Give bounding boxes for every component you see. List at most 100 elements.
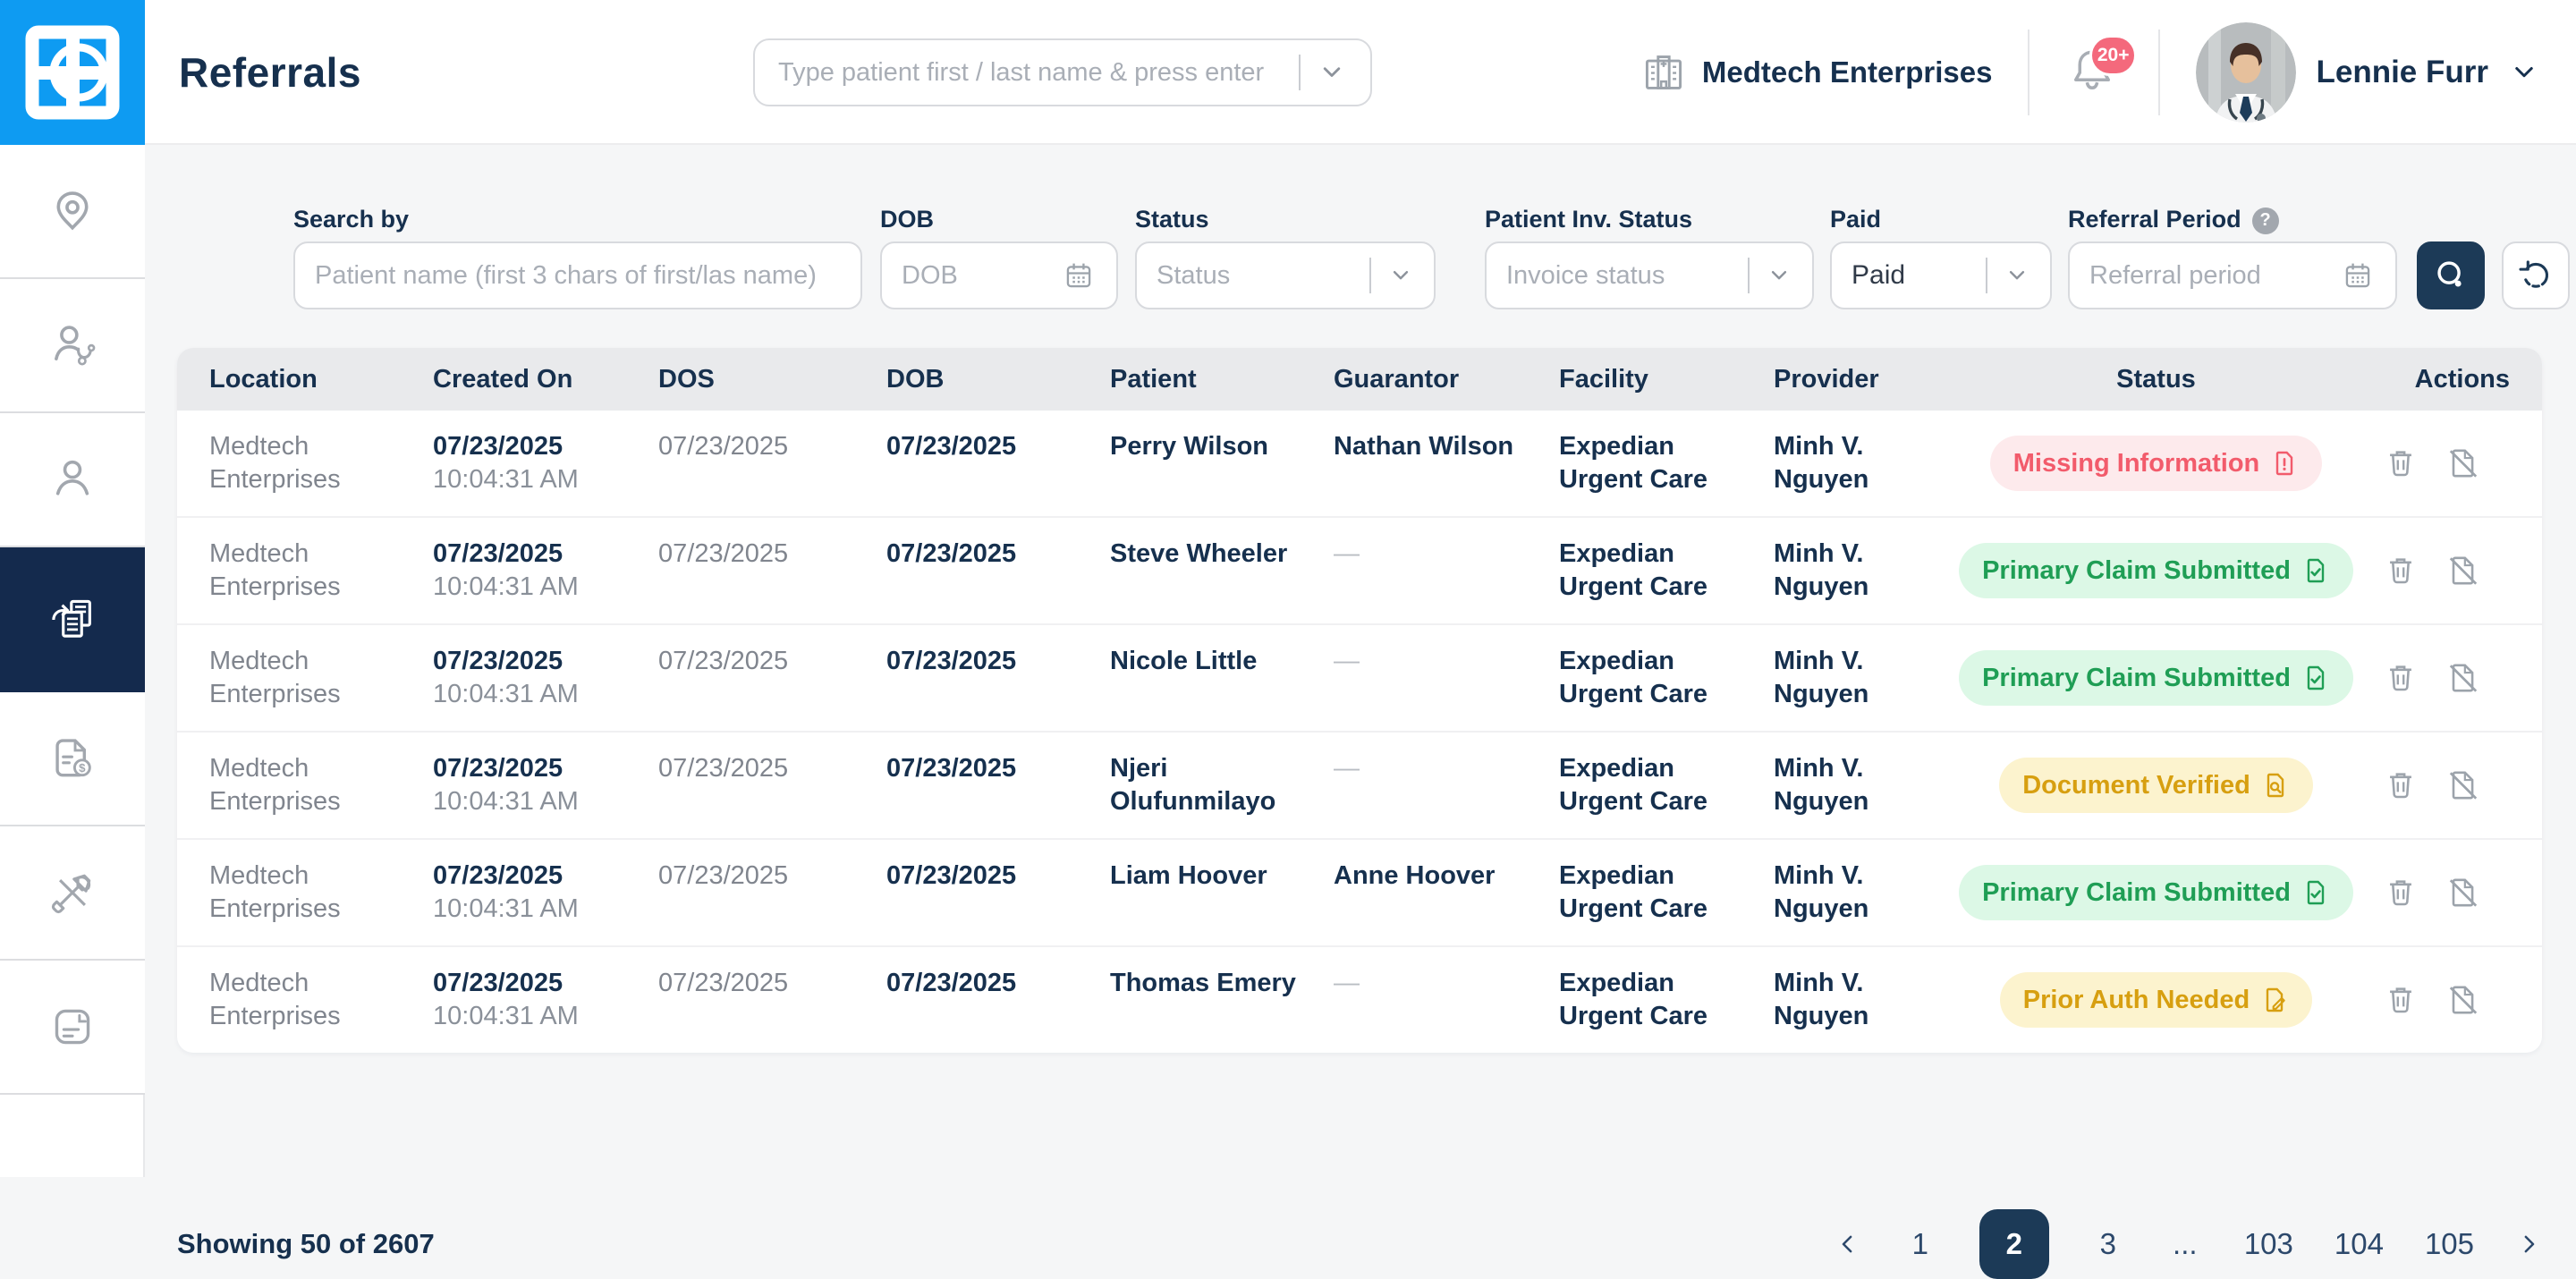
status-icon [2261, 771, 2290, 800]
table-row[interactable]: Medtech Enterprises 07/23/2025 10:04:31 … [177, 731, 2542, 838]
status-badge: Document Verified [1999, 758, 2313, 813]
cell-patient: Thomas Emery [1110, 967, 1334, 1000]
remove-file-icon[interactable] [2444, 980, 2483, 1020]
delete-icon[interactable] [2381, 658, 2420, 698]
cell-dob: 07/23/2025 [886, 860, 1110, 893]
cell-status: Missing Information [1966, 436, 2373, 491]
remove-file-icon[interactable] [2444, 658, 2483, 698]
apply-filters-button[interactable] [2417, 241, 2485, 309]
cell-guarantor: Anne Hoover [1334, 860, 1559, 893]
reset-filters-button[interactable] [2502, 241, 2570, 309]
cell-patient: Njeri Olufunmilayo [1110, 752, 1334, 818]
notifications-button[interactable]: 20+ [2065, 44, 2123, 101]
page-title: Referrals [179, 48, 361, 97]
table-header-row: Location Created On DOS DOB Patient Guar… [177, 348, 2542, 411]
calendar-icon[interactable] [2340, 258, 2376, 293]
sidebar-item-referrals[interactable] [0, 547, 145, 692]
status-icon [2270, 449, 2299, 478]
cell-dob: 07/23/2025 [886, 645, 1110, 678]
cell-status: Prior Auth Needed [1966, 972, 2373, 1028]
cell-dos: 07/23/2025 [658, 752, 886, 785]
page-button-3[interactable]: 3 [2090, 1227, 2126, 1261]
delete-icon[interactable] [2381, 551, 2420, 590]
column-header-facility: Facility [1559, 363, 1774, 396]
cell-actions [2373, 658, 2510, 698]
status-icon [2260, 986, 2289, 1014]
page-button-105[interactable]: 105 [2425, 1227, 2474, 1261]
cell-dob: 07/23/2025 [886, 967, 1110, 1000]
remove-file-icon[interactable] [2444, 444, 2483, 483]
chevron-down-icon[interactable] [1317, 57, 1347, 88]
search-icon [2430, 255, 2471, 296]
table-row[interactable]: Medtech Enterprises 07/23/2025 10:04:31 … [177, 411, 2542, 516]
delete-icon[interactable] [2381, 873, 2420, 912]
org-name: Medtech Enterprises [1702, 55, 1993, 89]
cell-created-on: 07/23/2025 10:04:31 AM [433, 752, 658, 818]
cell-status: Primary Claim Submitted [1966, 650, 2373, 706]
table-body: Medtech Enterprises 07/23/2025 10:04:31 … [177, 411, 2542, 1053]
search-by-input[interactable] [315, 261, 841, 291]
prev-page-button[interactable] [1835, 1231, 1861, 1258]
table-row[interactable]: Medtech Enterprises 07/23/2025 10:04:31 … [177, 516, 2542, 623]
delete-icon[interactable] [2381, 980, 2420, 1020]
table-row[interactable]: Medtech Enterprises 07/23/2025 10:04:31 … [177, 623, 2542, 731]
page-button-104[interactable]: 104 [2334, 1227, 2384, 1261]
sidebar-item-invoice[interactable] [0, 692, 145, 826]
invoice-icon [47, 733, 98, 784]
paid-select[interactable]: Paid [1830, 241, 2052, 309]
status-badge: Primary Claim Submitted [1959, 543, 2353, 598]
page-button-103[interactable]: 103 [2244, 1227, 2293, 1261]
cell-created-on: 07/23/2025 10:04:31 AM [433, 967, 658, 1033]
patient-inv-status-select[interactable]: Invoice status [1485, 241, 1814, 309]
sidebar-item-location-pin[interactable] [0, 145, 145, 279]
sidebar-item-report[interactable] [0, 961, 145, 1095]
user-name: Lennie Furr [2316, 55, 2488, 90]
sidebar-item-tools[interactable] [0, 826, 145, 961]
sidebar [0, 145, 145, 1177]
reset-icon [2516, 256, 2555, 295]
cell-dos: 07/23/2025 [658, 860, 886, 893]
cell-created-on: 07/23/2025 10:04:31 AM [433, 645, 658, 711]
table-row[interactable]: Medtech Enterprises 07/23/2025 10:04:31 … [177, 838, 2542, 945]
remove-file-icon[interactable] [2444, 551, 2483, 590]
filter-label-dob: DOB [880, 206, 934, 233]
notification-count-badge: 20+ [2089, 35, 2138, 76]
delete-icon[interactable] [2381, 444, 2420, 483]
filter-label-status: Status [1135, 206, 1209, 233]
patient-search-input[interactable] [778, 58, 1292, 88]
cell-dos: 07/23/2025 [658, 967, 886, 1000]
next-page-button[interactable] [2515, 1231, 2542, 1258]
cell-facility: Expedian Urgent Care [1559, 430, 1774, 496]
cell-status: Document Verified [1966, 758, 2373, 813]
column-header-guarantor: Guarantor [1334, 363, 1559, 396]
remove-file-icon[interactable] [2444, 873, 2483, 912]
sidebar-item-doctor[interactable] [0, 279, 145, 413]
status-select[interactable]: Status [1135, 241, 1436, 309]
table-row[interactable]: Medtech Enterprises 07/23/2025 10:04:31 … [177, 945, 2542, 1053]
dob-field[interactable]: DOB [880, 241, 1118, 309]
user-menu[interactable]: Lennie Furr [2196, 22, 2540, 123]
page-button-2[interactable]: 2 [1979, 1209, 2049, 1279]
app-logo[interactable] [0, 0, 145, 145]
cell-guarantor: Nathan Wilson [1334, 430, 1559, 463]
cell-provider: Minh V. Nguyen [1774, 538, 1966, 604]
patient-search-bar[interactable] [753, 38, 1372, 106]
help-icon[interactable]: ? [2252, 208, 2279, 234]
sidebar-item-patient[interactable] [0, 413, 145, 547]
cell-dob: 07/23/2025 [886, 752, 1110, 785]
referrals-table: Location Created On DOS DOB Patient Guar… [177, 348, 2542, 1053]
remove-file-icon[interactable] [2444, 766, 2483, 805]
referral-period-field[interactable]: Referral period [2068, 241, 2397, 309]
cell-created-on: 07/23/2025 10:04:31 AM [433, 430, 658, 496]
cell-patient: Liam Hoover [1110, 860, 1334, 893]
page-button-1[interactable]: 1 [1902, 1227, 1938, 1261]
building-icon [1640, 48, 1688, 97]
calendar-icon[interactable] [1061, 258, 1097, 293]
filter-label-patient-inv-status: Patient Inv. Status [1485, 206, 1692, 233]
header-divider [2158, 30, 2160, 115]
delete-icon[interactable] [2381, 766, 2420, 805]
cell-actions [2373, 444, 2510, 483]
search-by-field[interactable] [293, 241, 862, 309]
filter-label-paid: Paid [1830, 206, 1881, 233]
